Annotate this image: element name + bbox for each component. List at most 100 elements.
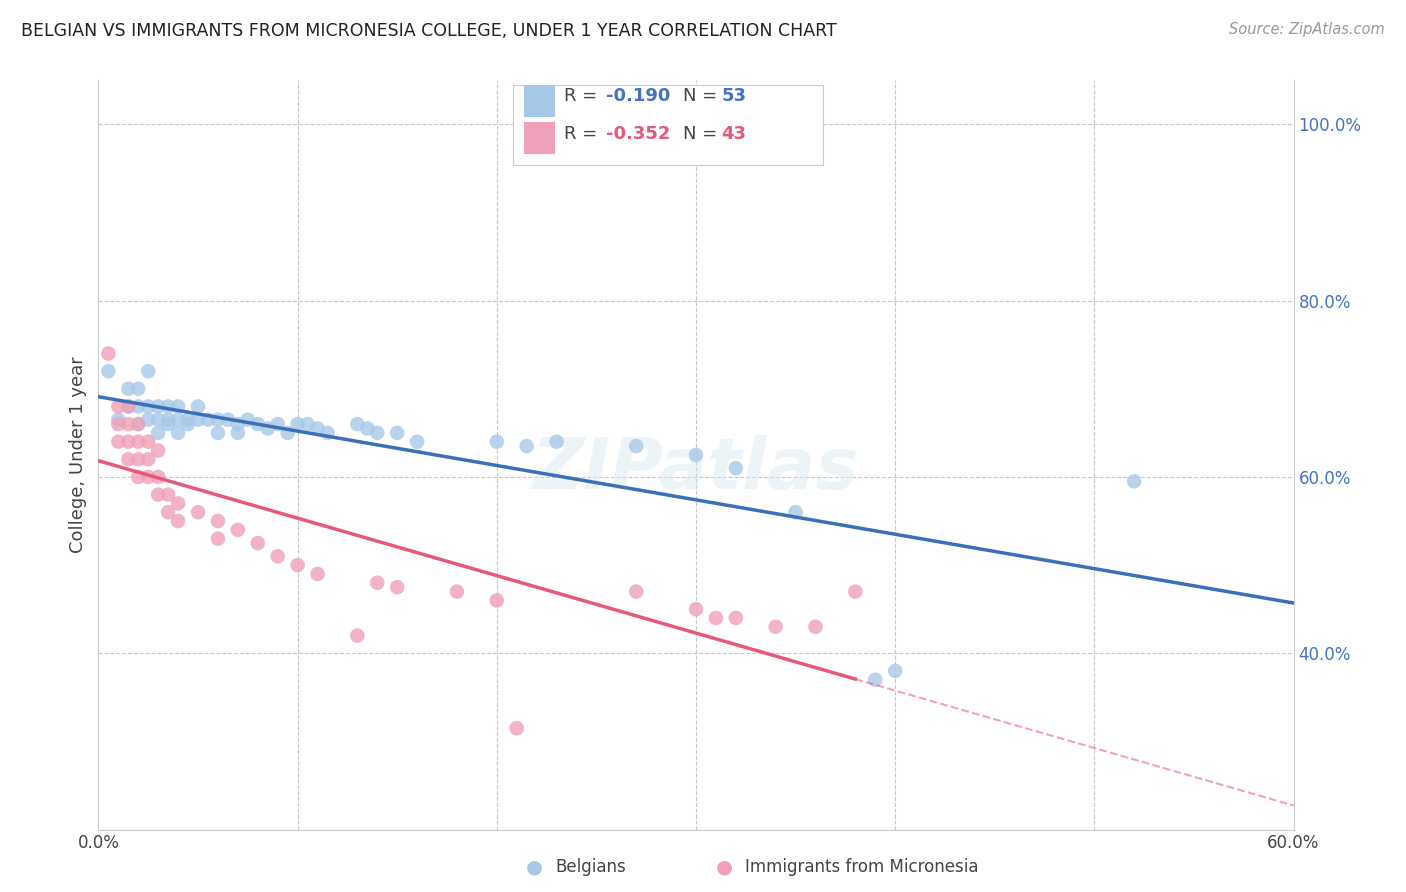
Point bbox=[157, 487, 180, 501]
Text: R =: R = bbox=[564, 125, 603, 143]
Text: Source: ZipAtlas.com: Source: ZipAtlas.com bbox=[1229, 22, 1385, 37]
Point bbox=[724, 611, 747, 625]
Point bbox=[148, 470, 170, 484]
Point bbox=[127, 417, 149, 431]
Point bbox=[246, 536, 269, 550]
Point bbox=[385, 580, 409, 594]
Text: 43: 43 bbox=[721, 125, 747, 143]
Point bbox=[884, 664, 907, 678]
Point bbox=[107, 400, 129, 414]
Point bbox=[127, 382, 149, 396]
Point bbox=[307, 421, 329, 435]
Point bbox=[226, 523, 249, 537]
Point bbox=[406, 434, 429, 449]
Point bbox=[187, 400, 209, 414]
Point bbox=[127, 470, 149, 484]
Point bbox=[277, 425, 299, 440]
Point bbox=[626, 439, 648, 453]
Point bbox=[485, 434, 508, 449]
Point bbox=[226, 425, 249, 440]
Point bbox=[157, 505, 180, 519]
Point bbox=[148, 412, 170, 426]
Point bbox=[207, 412, 229, 426]
Point bbox=[177, 417, 200, 431]
Point bbox=[177, 412, 200, 426]
Point bbox=[287, 417, 309, 431]
Point bbox=[127, 452, 149, 467]
Text: Immigrants from Micronesia: Immigrants from Micronesia bbox=[745, 858, 979, 876]
Point bbox=[117, 417, 139, 431]
Point bbox=[167, 496, 190, 510]
Text: -0.190: -0.190 bbox=[606, 87, 671, 105]
Point bbox=[167, 412, 190, 426]
Point bbox=[267, 549, 290, 564]
Point bbox=[107, 434, 129, 449]
Point bbox=[267, 417, 290, 431]
Point bbox=[107, 417, 129, 431]
Point bbox=[485, 593, 508, 607]
Y-axis label: College, Under 1 year: College, Under 1 year bbox=[69, 357, 87, 553]
Point bbox=[117, 400, 139, 414]
Point bbox=[765, 620, 787, 634]
Point bbox=[148, 487, 170, 501]
Text: ZIPatlas: ZIPatlas bbox=[533, 435, 859, 504]
Point bbox=[167, 514, 190, 528]
Text: N =: N = bbox=[683, 125, 723, 143]
Point bbox=[346, 629, 368, 643]
Point bbox=[724, 461, 747, 475]
Point bbox=[207, 425, 229, 440]
Point bbox=[136, 364, 159, 378]
Point bbox=[167, 425, 190, 440]
Point bbox=[844, 584, 866, 599]
Text: ●: ● bbox=[526, 857, 543, 877]
Point bbox=[865, 673, 887, 687]
Point bbox=[157, 412, 180, 426]
Text: ●: ● bbox=[716, 857, 733, 877]
Point bbox=[506, 721, 529, 735]
Point bbox=[117, 452, 139, 467]
Point bbox=[316, 425, 339, 440]
Point bbox=[217, 412, 239, 426]
Point bbox=[148, 443, 170, 458]
Point bbox=[246, 417, 269, 431]
Point bbox=[187, 412, 209, 426]
Point bbox=[117, 434, 139, 449]
Point bbox=[157, 417, 180, 431]
Text: BELGIAN VS IMMIGRANTS FROM MICRONESIA COLLEGE, UNDER 1 YEAR CORRELATION CHART: BELGIAN VS IMMIGRANTS FROM MICRONESIA CO… bbox=[21, 22, 837, 40]
Text: Belgians: Belgians bbox=[555, 858, 626, 876]
Point bbox=[207, 514, 229, 528]
Point bbox=[685, 448, 707, 462]
Point bbox=[127, 400, 149, 414]
Point bbox=[127, 434, 149, 449]
Point bbox=[287, 558, 309, 573]
Point bbox=[97, 364, 120, 378]
Point bbox=[685, 602, 707, 616]
Point bbox=[136, 400, 159, 414]
Point bbox=[136, 434, 159, 449]
Point bbox=[804, 620, 827, 634]
Point bbox=[107, 412, 129, 426]
Point bbox=[207, 532, 229, 546]
Text: -0.352: -0.352 bbox=[606, 125, 671, 143]
Point bbox=[307, 566, 329, 581]
Point bbox=[546, 434, 568, 449]
Point bbox=[346, 417, 368, 431]
Point bbox=[385, 425, 409, 440]
Point bbox=[136, 412, 159, 426]
Point bbox=[167, 400, 190, 414]
Point bbox=[236, 412, 259, 426]
Point bbox=[136, 452, 159, 467]
Point bbox=[704, 611, 727, 625]
Point bbox=[1123, 475, 1146, 489]
Point bbox=[366, 425, 388, 440]
Point bbox=[117, 400, 139, 414]
Point bbox=[136, 470, 159, 484]
Point bbox=[197, 412, 219, 426]
Point bbox=[148, 400, 170, 414]
Text: R =: R = bbox=[564, 87, 603, 105]
Point bbox=[117, 382, 139, 396]
Point bbox=[256, 421, 278, 435]
Text: N =: N = bbox=[683, 87, 723, 105]
Point bbox=[157, 400, 180, 414]
Point bbox=[97, 346, 120, 360]
